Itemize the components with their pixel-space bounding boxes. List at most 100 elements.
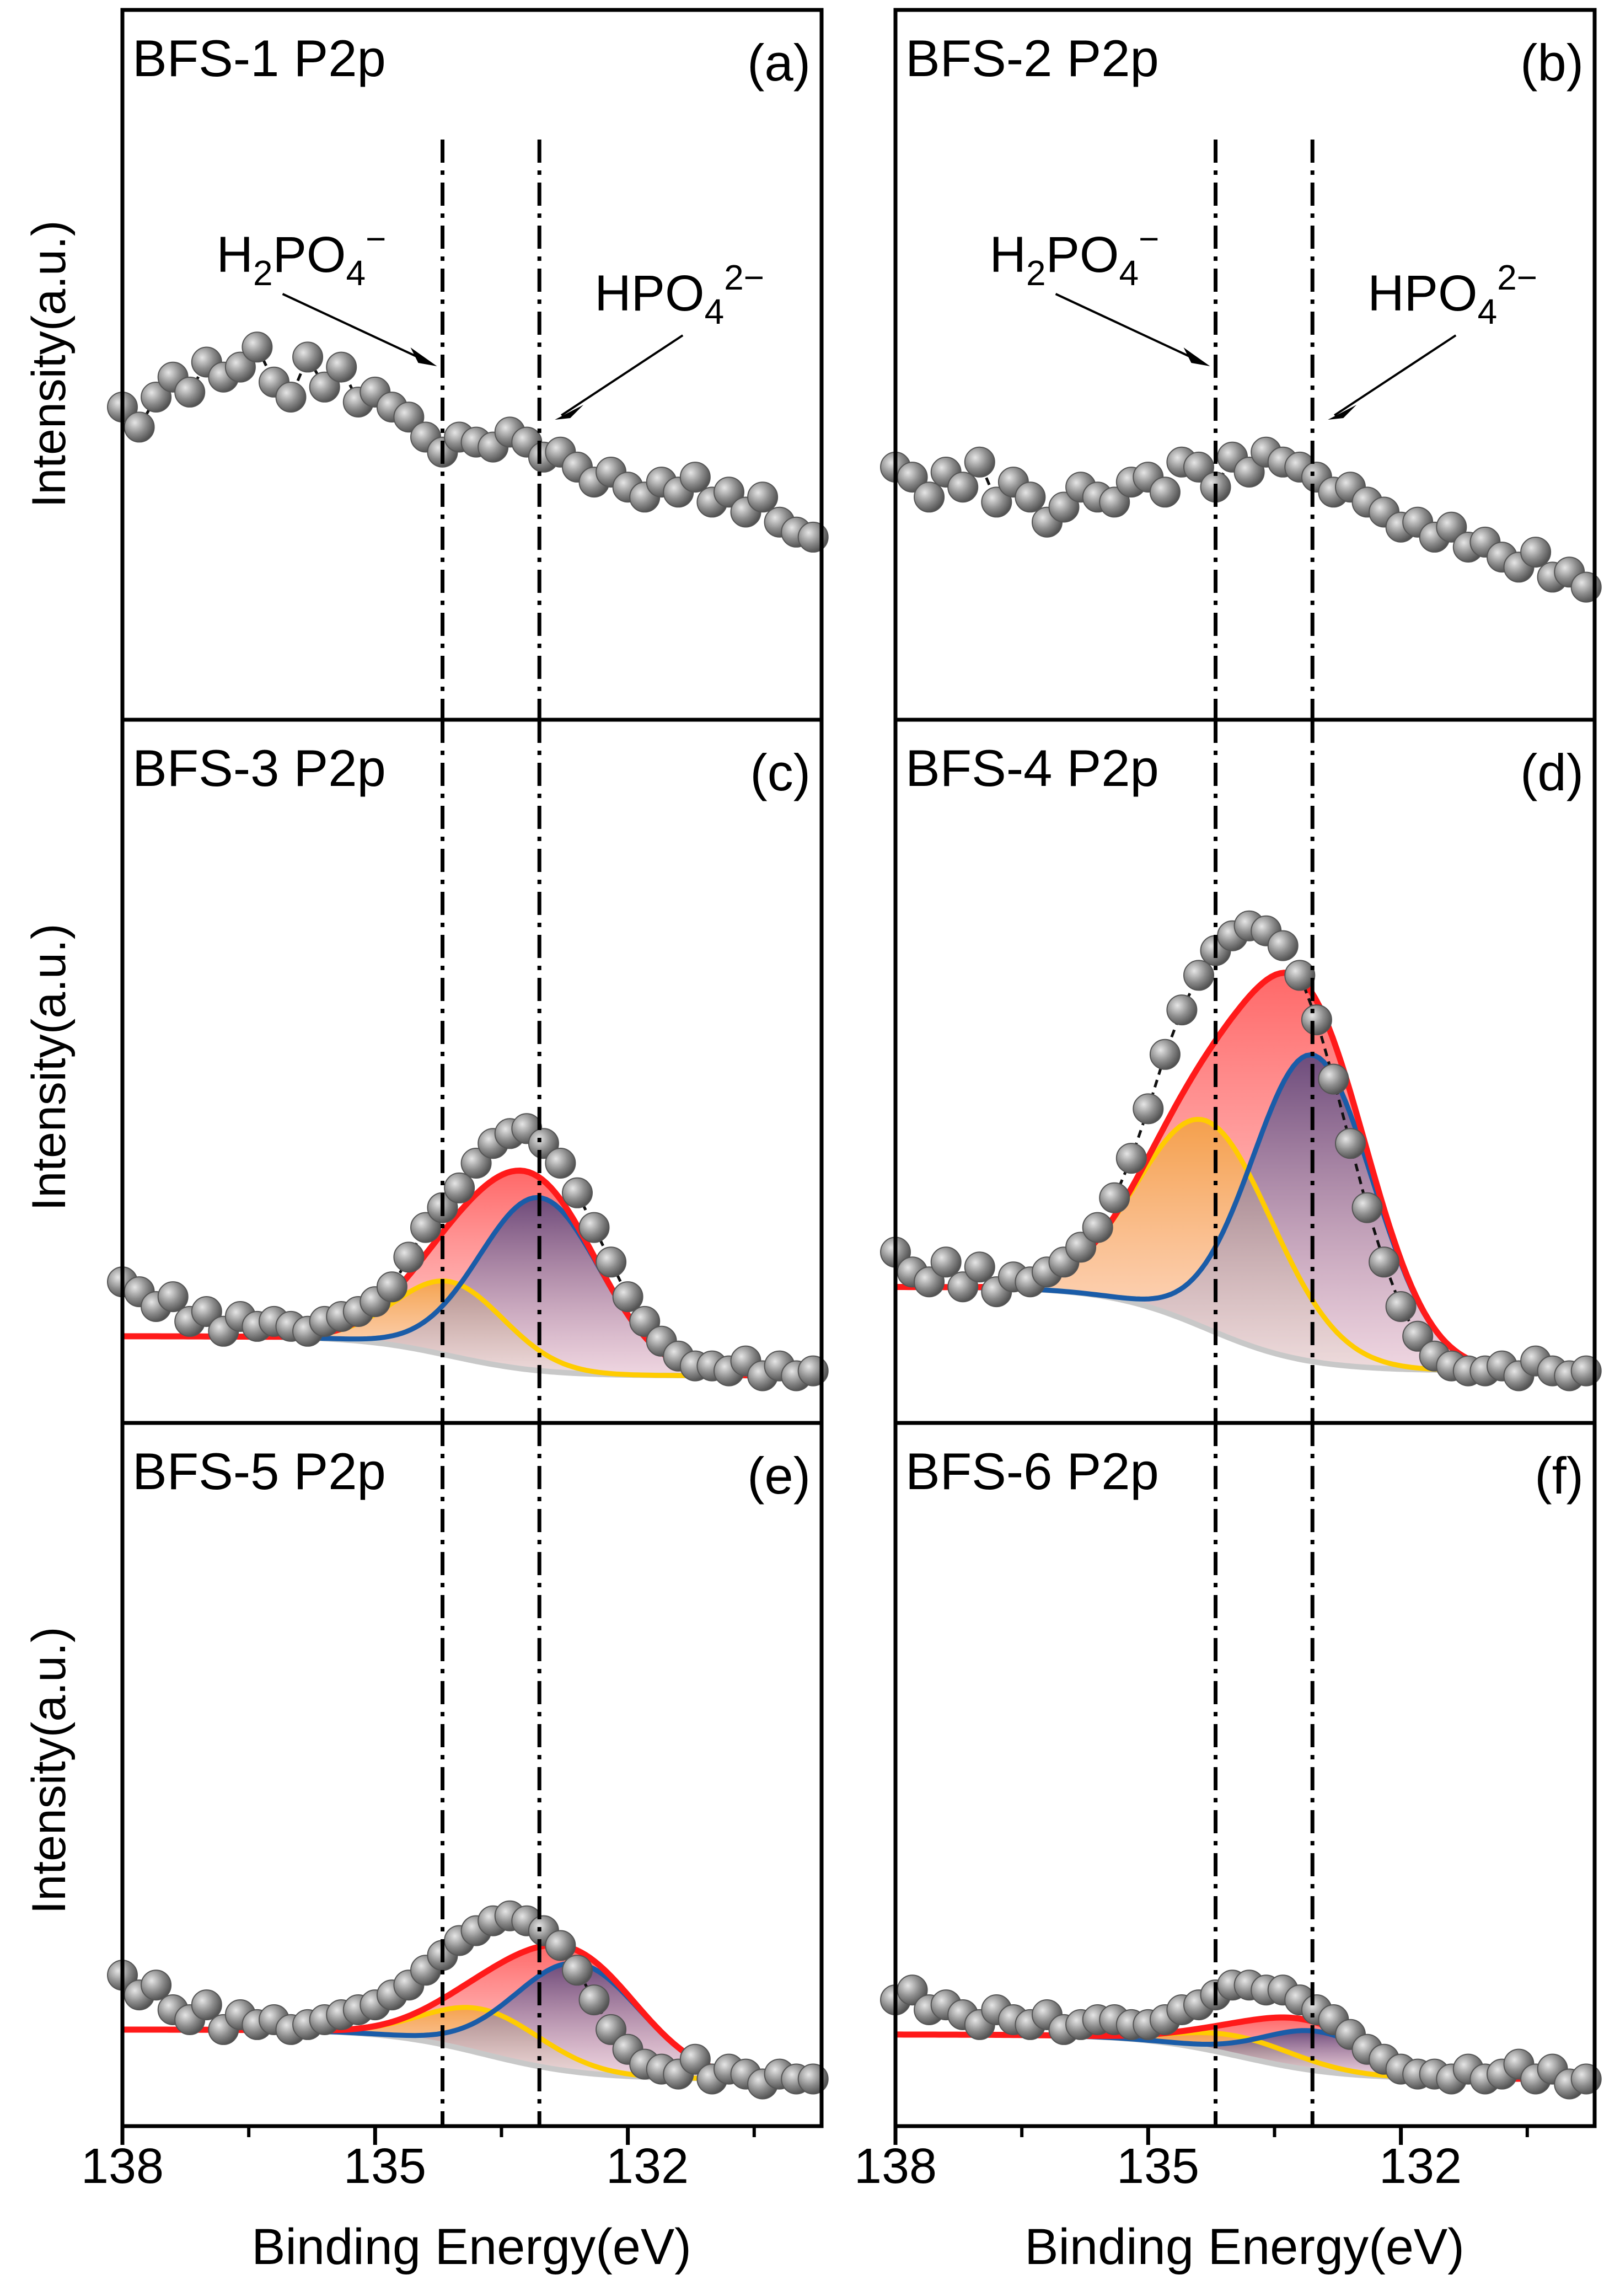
data-point-a-11 xyxy=(292,341,324,373)
data-point-b-16 xyxy=(1149,477,1181,508)
x-tick-label-left-138: 138 xyxy=(81,2139,164,2194)
data-point-b-8 xyxy=(1015,481,1046,513)
data-point-f-1 xyxy=(897,1974,928,2006)
annotation-h2po4-b: H2PO4− xyxy=(990,219,1160,293)
data-point-a-8 xyxy=(242,331,273,363)
data-point-a-36 xyxy=(714,477,744,508)
annotation-hpo4-b: HPO42− xyxy=(1367,258,1537,331)
annotation-part: HPO xyxy=(1367,265,1477,322)
panel-tag-c: (c) xyxy=(750,743,811,801)
data-point-a-7 xyxy=(224,351,256,383)
data-point-c-25 xyxy=(528,1128,559,1159)
data-point-b-2 xyxy=(914,481,945,513)
annotation-part: 4 xyxy=(346,253,366,293)
panel-frame-e xyxy=(120,1421,824,2128)
panel-b: BFS-2 P2p (b)H2PO4−HPO42− xyxy=(880,8,1602,722)
data-point-c-17 xyxy=(393,1241,425,1273)
x-tick-label-left-135: 135 xyxy=(344,2139,426,2194)
data-point-d-16 xyxy=(1149,1039,1181,1070)
data-point-d-11 xyxy=(1065,1232,1097,1263)
x-tick-label-right-138: 138 xyxy=(854,2139,937,2194)
annotation-h2po4-a: H2PO4− xyxy=(217,219,387,293)
annotation-part: 2− xyxy=(1497,258,1537,297)
data-point-d-4 xyxy=(947,1271,979,1303)
annotation-part: PO xyxy=(273,227,346,283)
data-point-a-17 xyxy=(393,402,425,433)
data-point-b-13 xyxy=(1099,486,1130,518)
data-point-d-29 xyxy=(1369,1246,1400,1278)
data-point-a-12 xyxy=(309,371,340,403)
data-point-d-24 xyxy=(1284,960,1316,991)
data-point-b-1 xyxy=(897,462,928,493)
panel-title-b: BFS-2 P2p xyxy=(905,29,1159,87)
panel-tag-d: (d) xyxy=(1520,743,1584,801)
arrow-h2po4-a xyxy=(282,293,431,364)
panel-title-c: BFS-3 P2p xyxy=(132,739,386,797)
data-point-c-27 xyxy=(562,1177,593,1208)
data-point-c-41 xyxy=(797,1355,829,1387)
annotation-part: 2 xyxy=(1026,253,1046,293)
x-tick-label-right-132: 132 xyxy=(1379,2139,1462,2194)
panel-title-d: BFS-4 P2p xyxy=(905,739,1159,797)
annotation-part: H xyxy=(217,227,253,283)
data-point-a-4 xyxy=(174,376,206,408)
data-point-d-12 xyxy=(1082,1212,1113,1243)
data-point-d-15 xyxy=(1133,1093,1164,1125)
data-point-a-10 xyxy=(275,382,307,413)
panel-frame-f xyxy=(893,1421,1597,2128)
data-point-d-41 xyxy=(1570,1355,1602,1387)
data-point-e-2 xyxy=(141,1969,172,2001)
data-point-e-34 xyxy=(679,2043,711,2075)
data-point-c-20 xyxy=(444,1172,475,1203)
panel-frame-b xyxy=(893,8,1597,722)
x-axis-label-right: Binding Energy(eV) xyxy=(1024,2219,1465,2275)
x-tick-label-right-135: 135 xyxy=(1117,2139,1199,2194)
x-tick-label-left-132: 132 xyxy=(606,2139,689,2194)
data-point-a-1 xyxy=(124,411,155,443)
annotation-part: − xyxy=(1139,219,1159,259)
data-point-c-26 xyxy=(545,1148,576,1179)
y-axis-label-row-3: Intensity(a.u.) xyxy=(23,1627,76,1914)
data-point-e-28 xyxy=(578,1984,610,2016)
data-point-b-21 xyxy=(1233,457,1265,488)
annotation-part: H xyxy=(990,227,1026,283)
arrowhead-hpo4-b xyxy=(1328,405,1357,420)
data-point-c-5 xyxy=(191,1296,222,1327)
y-axis-label-row-1: Intensity(a.u.) xyxy=(23,221,76,508)
data-point-d-30 xyxy=(1385,1291,1417,1322)
arrowhead-h2po4-b xyxy=(1183,347,1210,366)
data-point-c-31 xyxy=(629,1305,661,1337)
arrow-hpo4-b xyxy=(1334,334,1457,416)
data-point-c-21 xyxy=(460,1148,492,1179)
data-point-a-13 xyxy=(326,351,357,383)
data-point-e-26 xyxy=(545,1930,576,1961)
data-point-d-26 xyxy=(1318,1063,1349,1095)
panel-tag-b: (b) xyxy=(1520,34,1584,92)
data-point-d-5 xyxy=(964,1251,995,1283)
data-point-b-6 xyxy=(981,486,1012,518)
peak-area-f-hpo4 xyxy=(895,2030,1595,2079)
x-axis-label-left: Binding Energy(eV) xyxy=(251,2219,691,2275)
annotation-part: HPO xyxy=(594,265,704,322)
arrow-h2po4-b xyxy=(1055,293,1204,364)
data-point-d-17 xyxy=(1166,994,1198,1026)
panel-e: BFS-5 P2p (e) xyxy=(107,1421,829,2145)
annotation-part: 2 xyxy=(253,253,273,293)
data-point-e-5 xyxy=(191,1989,222,2021)
data-point-b-33 xyxy=(1436,511,1467,543)
panel-tag-f: (f) xyxy=(1535,1447,1584,1505)
data-point-d-18 xyxy=(1183,960,1214,991)
panel-a: BFS-1 P2p (a)H2PO4−HPO42− xyxy=(107,8,829,722)
data-point-d-2 xyxy=(914,1266,945,1298)
panel-title-a: BFS-1 P2p xyxy=(132,29,386,87)
data-point-a-2 xyxy=(141,382,172,413)
annotation-part: 4 xyxy=(1119,253,1139,293)
data-point-d-28 xyxy=(1351,1192,1383,1223)
panel-c: BFS-3 P2p (c) xyxy=(107,718,829,1425)
arrowhead-hpo4-a xyxy=(555,405,584,420)
panel-tag-e: (e) xyxy=(747,1447,811,1505)
data-point-a-34 xyxy=(679,462,711,493)
data-point-b-18 xyxy=(1183,451,1214,483)
